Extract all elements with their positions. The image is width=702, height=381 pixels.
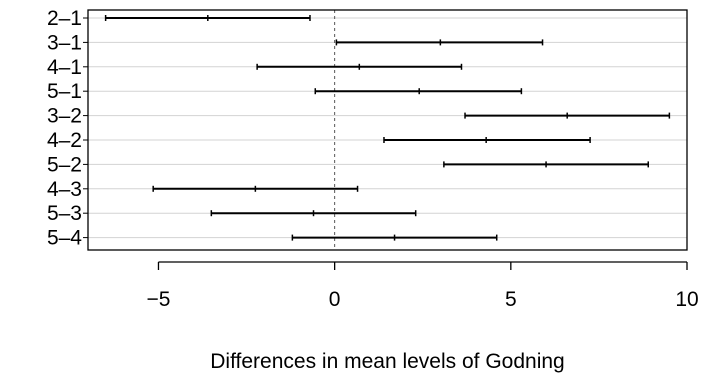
plot-frame — [87, 9, 688, 251]
interval-6 — [443, 161, 649, 168]
y-tick-label: 3–1 — [47, 31, 82, 54]
interval-2 — [256, 63, 463, 70]
x-axis: −5 0 5 10 — [146, 261, 699, 311]
y-tick-label: 3–2 — [47, 105, 82, 128]
y-tick-label: 5–1 — [47, 80, 82, 103]
interval-8 — [210, 210, 417, 217]
x-tick-label: 5 — [505, 288, 517, 311]
interval-5 — [383, 137, 591, 143]
x-tick-label: 10 — [675, 288, 698, 311]
confidence-intervals — [104, 15, 671, 241]
interval-4 — [464, 112, 671, 119]
y-tick-label: 5–3 — [47, 202, 82, 225]
grid-lines — [88, 17, 687, 239]
x-tick-label: 0 — [329, 288, 341, 311]
interval-3 — [314, 88, 523, 95]
x-axis-title: Differences in mean levels of Godning — [210, 350, 564, 373]
y-tick-label: 4–2 — [47, 129, 82, 152]
y-tick-label: 4–3 — [47, 178, 82, 201]
y-tick-label: 5–4 — [47, 227, 82, 250]
interval-1 — [335, 39, 544, 46]
interval-0 — [104, 15, 311, 21]
y-axis-labels: 2–13–14–15–13–24–25–24–35–35–4 — [47, 7, 88, 250]
interval-7 — [152, 185, 359, 192]
interval-9 — [291, 234, 498, 241]
x-tick-label: −5 — [146, 288, 170, 311]
y-tick-label: 5–2 — [47, 153, 82, 176]
y-tick-label: 4–1 — [47, 56, 82, 79]
y-tick-label: 2–1 — [47, 7, 82, 30]
